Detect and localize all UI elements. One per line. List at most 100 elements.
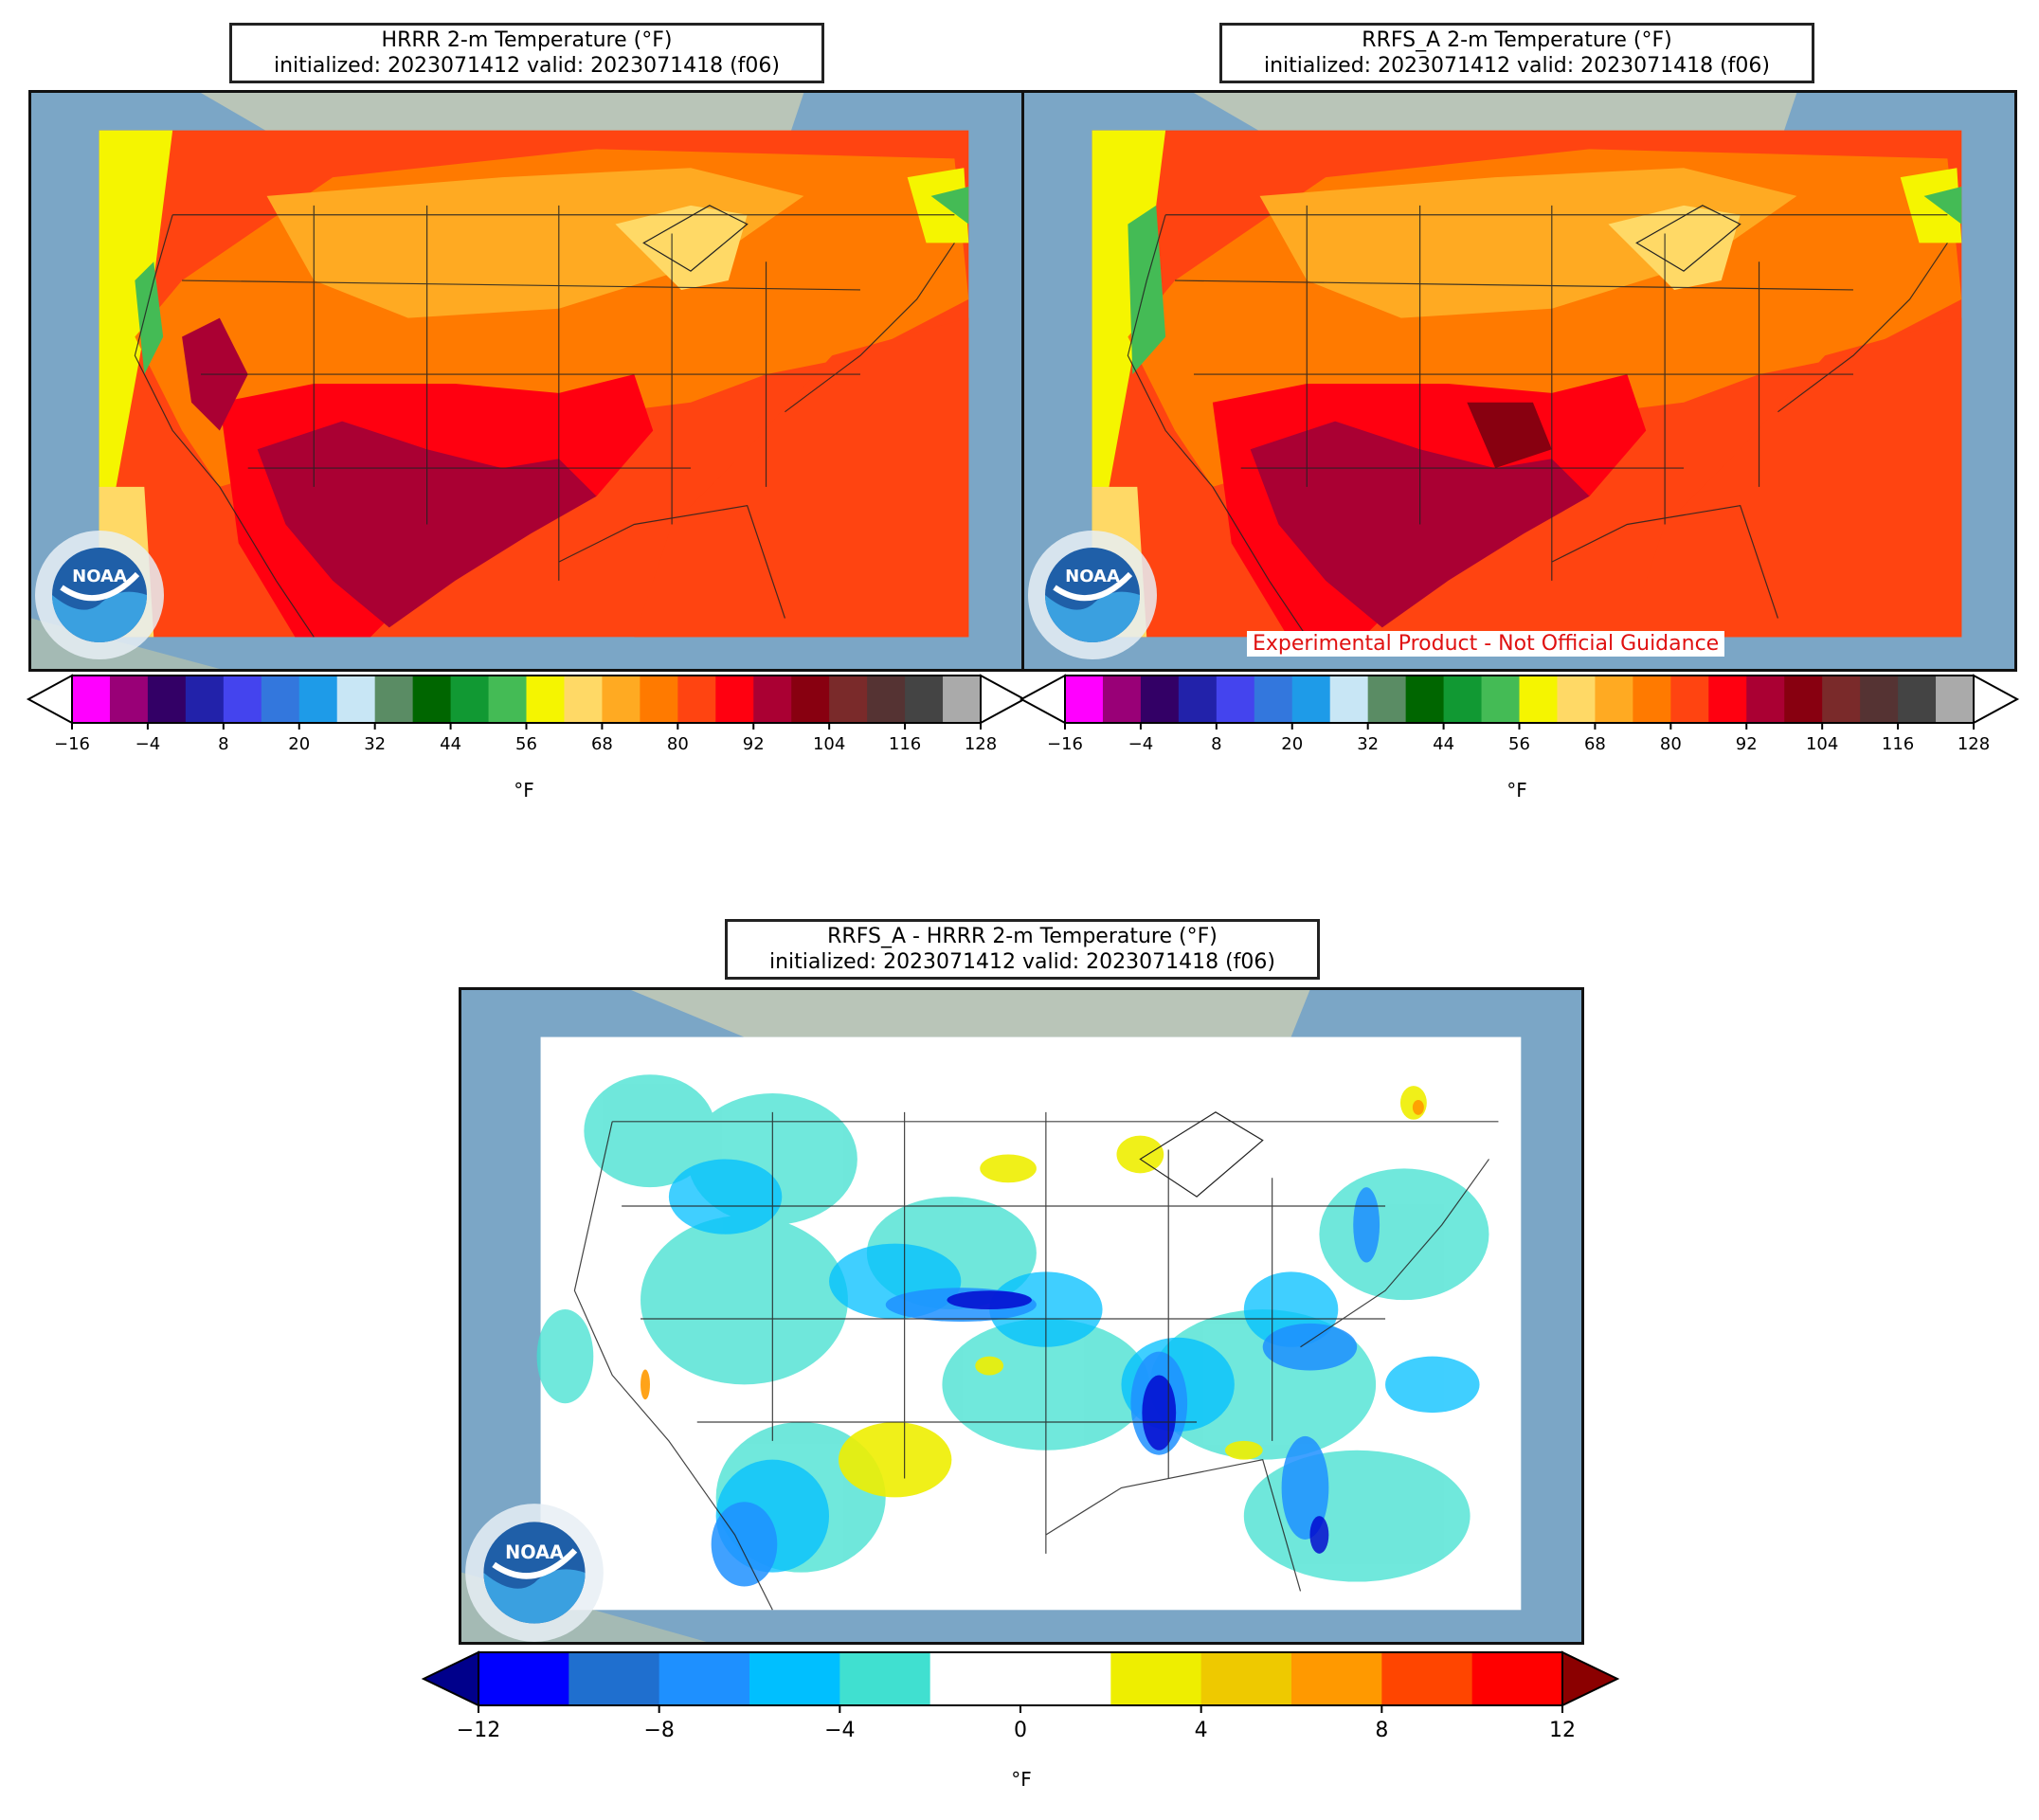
hrrr-colorbar-unit: °F <box>514 779 534 802</box>
colorbar-segment <box>1860 676 1899 723</box>
colorbar-segment <box>1784 676 1823 723</box>
colorbar-over-extension <box>980 674 1027 725</box>
colorbar-tick-label: −4 <box>135 734 161 754</box>
experimental-disclaimer: Experimental Product - Not Official Guid… <box>1247 631 1725 657</box>
hrrr-colorbar <box>26 674 1027 730</box>
colorbar-segment <box>336 676 376 723</box>
colorbar-tick-label: 20 <box>288 734 311 754</box>
colorbar-segment <box>791 676 830 723</box>
colorbar-segment <box>1746 676 1785 723</box>
colorbar-tick-label: −16 <box>54 734 90 754</box>
colorbar-under-extension <box>1019 674 1066 725</box>
colorbar-segment <box>659 1652 750 1705</box>
colorbar-tick-label: −16 <box>1047 734 1083 754</box>
rrfs-title: RRFS_A 2-m Temperature (°F) initialized:… <box>1219 23 1814 83</box>
colorbar-segment <box>839 1652 931 1705</box>
colorbar-tick-label: 44 <box>1433 734 1455 754</box>
noaa-logo-icon: NOAA <box>1028 531 1157 659</box>
hrrr-title-line1: HRRR 2-m Temperature (°F) <box>381 28 673 52</box>
colorbar-tick-label: 80 <box>666 734 689 754</box>
colorbar-tick-label: 4 <box>1194 1719 1208 1742</box>
colorbar-tick-label: −4 <box>824 1719 856 1742</box>
diff-colorbar-unit: °F <box>1011 1768 1032 1791</box>
colorbar-segment <box>1140 676 1180 723</box>
colorbar-segment <box>564 676 603 723</box>
colorbar-segment <box>1102 676 1142 723</box>
colorbar-segment <box>412 676 452 723</box>
colorbar-segment <box>261 676 300 723</box>
noaa-logo-text: NOAA <box>505 1541 564 1563</box>
colorbar-segment <box>1708 676 1747 723</box>
rrfs-colorbar-unit: °F <box>1507 779 1527 802</box>
diff-map: NOAA <box>459 987 1584 1645</box>
colorbar-segment <box>1936 676 1975 723</box>
colorbar-segment <box>1254 676 1293 723</box>
colorbar-segment <box>1633 676 1671 723</box>
colorbar-segment <box>1481 676 1520 723</box>
colorbar-tick-label: −12 <box>456 1719 501 1742</box>
colorbar-tick-label: 116 <box>888 734 922 754</box>
rrfs-title-line1: RRFS_A 2-m Temperature (°F) <box>1362 28 1672 52</box>
colorbar-segment <box>478 1652 569 1705</box>
colorbar-segment <box>526 676 565 723</box>
colorbar-segment <box>185 676 225 723</box>
colorbar-segment <box>1291 676 1331 723</box>
colorbar-segment <box>1381 1652 1473 1705</box>
colorbar-tick-label: 80 <box>1659 734 1682 754</box>
colorbar-over-extension <box>1973 674 2020 725</box>
colorbar-segment <box>829 676 868 723</box>
colorbar-tick-label: 8 <box>1211 734 1222 754</box>
diff-colorbar <box>421 1650 1620 1713</box>
diff-title-line2: initialized: 2023071412 valid: 202307141… <box>769 950 1275 974</box>
diff-title-line1: RRFS_A - HRRR 2-m Temperature (°F) <box>827 925 1218 948</box>
colorbar-segment <box>1822 676 1861 723</box>
colorbar-segment <box>1471 1652 1563 1705</box>
colorbar-tick-label: 12 <box>1549 1719 1576 1742</box>
colorbar-segment <box>753 676 792 723</box>
colorbar-tick-label: 8 <box>1375 1719 1389 1742</box>
rrfs-colorbar <box>1019 674 2020 730</box>
rrfs-title-line2: initialized: 2023071412 valid: 202307141… <box>1264 54 1770 78</box>
colorbar-segment <box>677 676 716 723</box>
colorbar-segment <box>640 676 678 723</box>
colorbar-segment <box>147 676 187 723</box>
colorbar-segment <box>1110 1652 1202 1705</box>
noaa-logo-text: NOAA <box>72 567 127 586</box>
colorbar-segment <box>1178 676 1218 723</box>
noaa-logo-icon: NOAA <box>35 531 164 659</box>
colorbar-tick-label: 128 <box>964 734 998 754</box>
colorbar-segment <box>72 676 111 723</box>
colorbar-segment <box>602 676 641 723</box>
colorbar-under-extension <box>421 1650 479 1707</box>
colorbar-tick-label: 56 <box>515 734 537 754</box>
colorbar-segment <box>1216 676 1255 723</box>
hrrr-map: NOAA <box>28 90 1024 672</box>
colorbar-segment <box>1595 676 1633 723</box>
colorbar-tick-label: 92 <box>742 734 765 754</box>
colorbar-segment <box>568 1652 660 1705</box>
colorbar-under-extension <box>26 674 73 725</box>
colorbar-segment <box>1405 676 1445 723</box>
colorbar-segment <box>1557 676 1596 723</box>
colorbar-tick-label: 32 <box>364 734 387 754</box>
noaa-logo-text: NOAA <box>1065 567 1120 586</box>
colorbar-tick-label: 56 <box>1508 734 1530 754</box>
colorbar-segment <box>1519 676 1558 723</box>
colorbar-over-extension <box>1561 1650 1620 1707</box>
colorbar-segment <box>749 1652 840 1705</box>
colorbar-segment <box>1443 676 1483 723</box>
colorbar-tick-label: 44 <box>440 734 462 754</box>
colorbar-segment <box>374 676 414 723</box>
colorbar-tick-label: 32 <box>1357 734 1380 754</box>
colorbar-segment <box>1291 1652 1382 1705</box>
colorbar-segment <box>943 676 982 723</box>
colorbar-segment <box>715 676 754 723</box>
colorbar-segment <box>1670 676 1709 723</box>
colorbar-tick-label: 20 <box>1281 734 1304 754</box>
colorbar-tick-label: −4 <box>1128 734 1154 754</box>
colorbar-segment <box>1367 676 1407 723</box>
colorbar-segment <box>905 676 944 723</box>
colorbar-segment <box>1065 676 1104 723</box>
colorbar-segment <box>1898 676 1937 723</box>
colorbar-tick-label: 128 <box>1957 734 1991 754</box>
